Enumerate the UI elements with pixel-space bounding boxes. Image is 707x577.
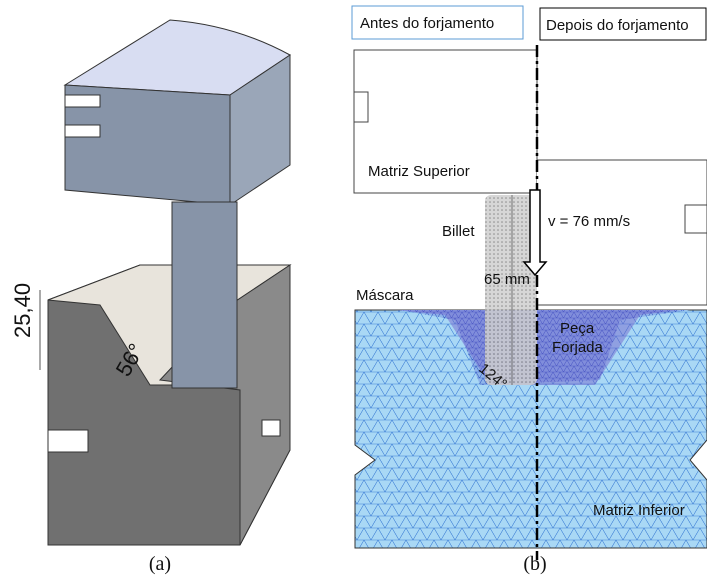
after-label: Depois do forjamento <box>546 17 689 34</box>
forged-part-label: Forjada <box>552 339 604 356</box>
caption: (b) <box>523 553 546 575</box>
forged-part-label: Peça <box>560 320 595 337</box>
billet-label: Billet <box>442 223 475 240</box>
before-label: Antes do forjamento <box>360 15 494 32</box>
billet-height-label: 65 mm <box>484 271 530 288</box>
panel-b: Antes do forjamento Depois do forjamento… <box>352 6 707 575</box>
panel-a: 25,40 56° (a) <box>10 20 290 575</box>
lower-die-label: Matriz Inferior <box>593 502 685 519</box>
velocity-label: v = 76 mm/s <box>548 213 630 230</box>
mask-label: Máscara <box>356 287 414 304</box>
caption: (a) <box>149 553 171 575</box>
upper-die-label: Matriz Superior <box>368 163 470 180</box>
figure: 25,40 56° (a) Antes do forjamento Depois… <box>0 0 707 577</box>
dimension-label: 25,40 <box>10 283 35 338</box>
